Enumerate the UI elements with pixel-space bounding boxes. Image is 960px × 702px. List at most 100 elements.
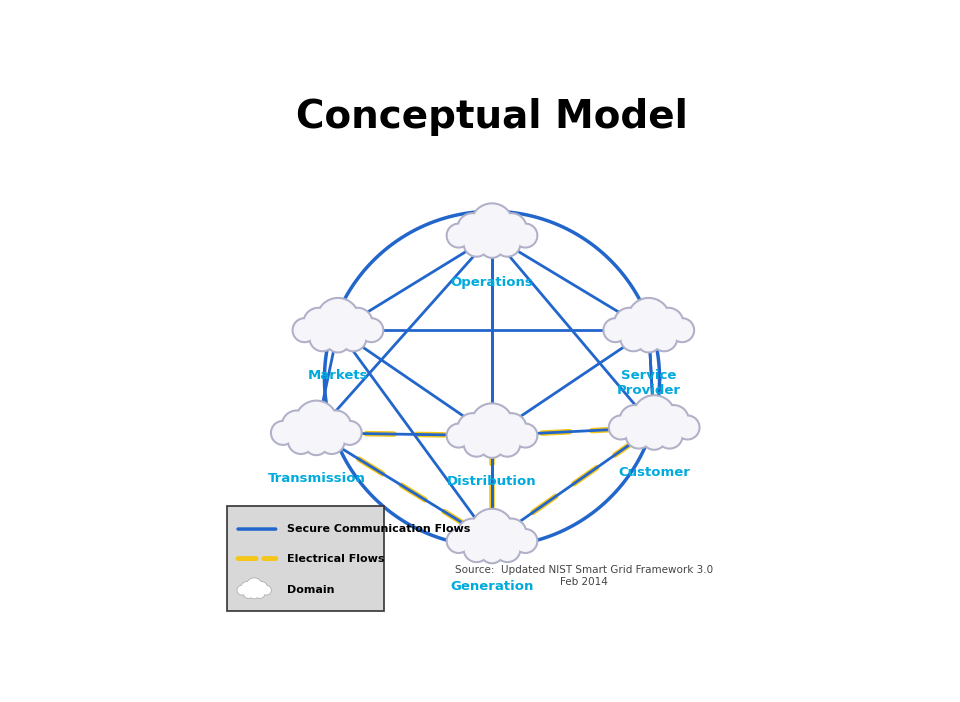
Circle shape [448,225,468,246]
Circle shape [292,318,317,343]
Circle shape [627,298,670,340]
Circle shape [446,423,471,448]
Circle shape [636,328,661,353]
Circle shape [244,588,253,598]
Circle shape [644,428,664,448]
Circle shape [327,330,348,351]
Circle shape [340,423,360,443]
Circle shape [246,578,262,594]
Text: Service
Provider: Service Provider [616,369,681,397]
Circle shape [496,232,518,255]
Text: Operations: Operations [450,276,534,289]
Circle shape [271,420,296,445]
Circle shape [297,402,336,442]
Circle shape [448,425,468,446]
Circle shape [496,538,518,560]
Circle shape [516,531,536,551]
Circle shape [496,213,527,244]
Circle shape [303,307,334,338]
Circle shape [342,327,365,350]
Circle shape [242,583,252,592]
Circle shape [480,539,504,564]
Circle shape [653,327,676,350]
Circle shape [321,410,351,441]
Circle shape [659,424,681,447]
Circle shape [319,300,357,338]
Circle shape [472,405,512,444]
Circle shape [263,586,271,594]
Circle shape [470,403,514,446]
Circle shape [605,320,626,340]
Circle shape [480,434,504,458]
Circle shape [281,410,312,441]
Circle shape [305,310,332,336]
Circle shape [619,405,650,435]
Circle shape [513,223,538,248]
Circle shape [306,433,326,453]
Circle shape [672,320,692,340]
Circle shape [262,585,271,595]
Circle shape [622,327,645,350]
Text: Conceptual Model: Conceptual Model [296,98,688,135]
Circle shape [238,586,246,594]
Circle shape [628,424,650,447]
Circle shape [642,425,666,450]
Circle shape [466,432,488,455]
Circle shape [319,428,345,454]
Text: Electrical Flows: Electrical Flows [287,554,384,564]
Circle shape [482,436,502,456]
Circle shape [317,298,359,340]
Circle shape [295,400,338,444]
Text: Markets: Markets [308,369,369,382]
Circle shape [498,415,525,442]
Circle shape [459,415,486,442]
Circle shape [633,395,676,438]
Circle shape [657,422,683,449]
Circle shape [470,203,514,246]
Circle shape [323,412,349,439]
Circle shape [245,589,252,597]
Circle shape [472,510,512,550]
Text: Domain: Domain [287,585,334,595]
Circle shape [616,310,642,336]
Circle shape [309,325,336,352]
Circle shape [237,585,247,595]
Circle shape [290,430,312,452]
Circle shape [496,432,518,455]
Circle shape [342,307,372,338]
Circle shape [611,417,631,438]
Circle shape [625,422,652,449]
Circle shape [247,579,261,593]
Circle shape [464,430,490,457]
Text: Customer: Customer [618,466,690,479]
Circle shape [629,300,668,338]
Circle shape [344,310,371,336]
Circle shape [255,588,265,598]
Circle shape [621,406,648,433]
Circle shape [609,415,633,440]
Circle shape [513,423,538,448]
Circle shape [321,430,343,452]
Circle shape [457,413,488,444]
Circle shape [464,536,490,562]
Circle shape [498,520,525,547]
Circle shape [241,582,252,593]
Circle shape [311,327,334,350]
Circle shape [494,230,520,257]
Circle shape [677,417,698,438]
Circle shape [670,318,694,343]
Circle shape [660,406,687,433]
Text: Transmission: Transmission [268,472,365,485]
Circle shape [457,213,488,244]
Circle shape [251,590,258,598]
Circle shape [655,310,682,336]
Circle shape [304,431,328,456]
Circle shape [288,428,314,454]
Circle shape [496,413,527,444]
Circle shape [457,518,488,549]
Circle shape [480,234,504,258]
Circle shape [482,236,502,256]
Circle shape [466,538,488,560]
Circle shape [448,531,468,551]
Circle shape [359,318,384,343]
